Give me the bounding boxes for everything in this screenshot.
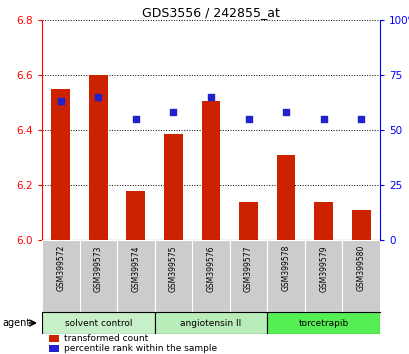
Point — [132, 116, 139, 122]
Bar — [154, 312, 267, 334]
Bar — [126, 190, 145, 240]
Bar — [276, 155, 295, 240]
Point — [170, 110, 176, 115]
Bar — [51, 89, 70, 240]
Point — [319, 116, 326, 122]
Point — [95, 94, 101, 100]
Text: GSM399579: GSM399579 — [318, 245, 327, 292]
Bar — [164, 134, 182, 240]
Point — [207, 94, 214, 100]
Bar — [42, 312, 154, 334]
Bar — [267, 312, 379, 334]
Bar — [154, 240, 192, 312]
Text: GSM399572: GSM399572 — [56, 245, 65, 291]
Text: GSM399573: GSM399573 — [94, 245, 103, 292]
Bar — [238, 201, 257, 240]
Bar — [314, 201, 332, 240]
Bar — [89, 75, 108, 240]
Bar — [49, 346, 59, 352]
Text: GSM399575: GSM399575 — [169, 245, 178, 292]
Bar — [267, 240, 304, 312]
Bar — [342, 240, 379, 312]
Text: GSM399578: GSM399578 — [281, 245, 290, 291]
Bar — [49, 335, 59, 342]
Text: GSM399580: GSM399580 — [356, 245, 365, 291]
Text: solvent control: solvent control — [65, 319, 132, 327]
Text: agent: agent — [2, 318, 30, 328]
Bar — [79, 240, 117, 312]
Point — [357, 116, 364, 122]
Title: GDS3556 / 242855_at: GDS3556 / 242855_at — [142, 6, 279, 19]
Bar — [229, 240, 267, 312]
Text: percentile rank within the sample: percentile rank within the sample — [63, 344, 216, 353]
Point — [57, 98, 64, 104]
Text: GSM399577: GSM399577 — [243, 245, 252, 292]
Text: transformed count: transformed count — [63, 335, 147, 343]
Bar — [304, 240, 342, 312]
Text: torcetrapib: torcetrapib — [298, 319, 348, 327]
Bar — [42, 240, 79, 312]
Bar — [201, 101, 220, 240]
Point — [282, 110, 289, 115]
Bar — [117, 240, 154, 312]
Bar — [351, 210, 370, 240]
Text: angiotensin II: angiotensin II — [180, 319, 241, 327]
Text: GSM399574: GSM399574 — [131, 245, 140, 292]
Text: GSM399576: GSM399576 — [206, 245, 215, 292]
Bar — [192, 240, 229, 312]
Point — [245, 116, 251, 122]
